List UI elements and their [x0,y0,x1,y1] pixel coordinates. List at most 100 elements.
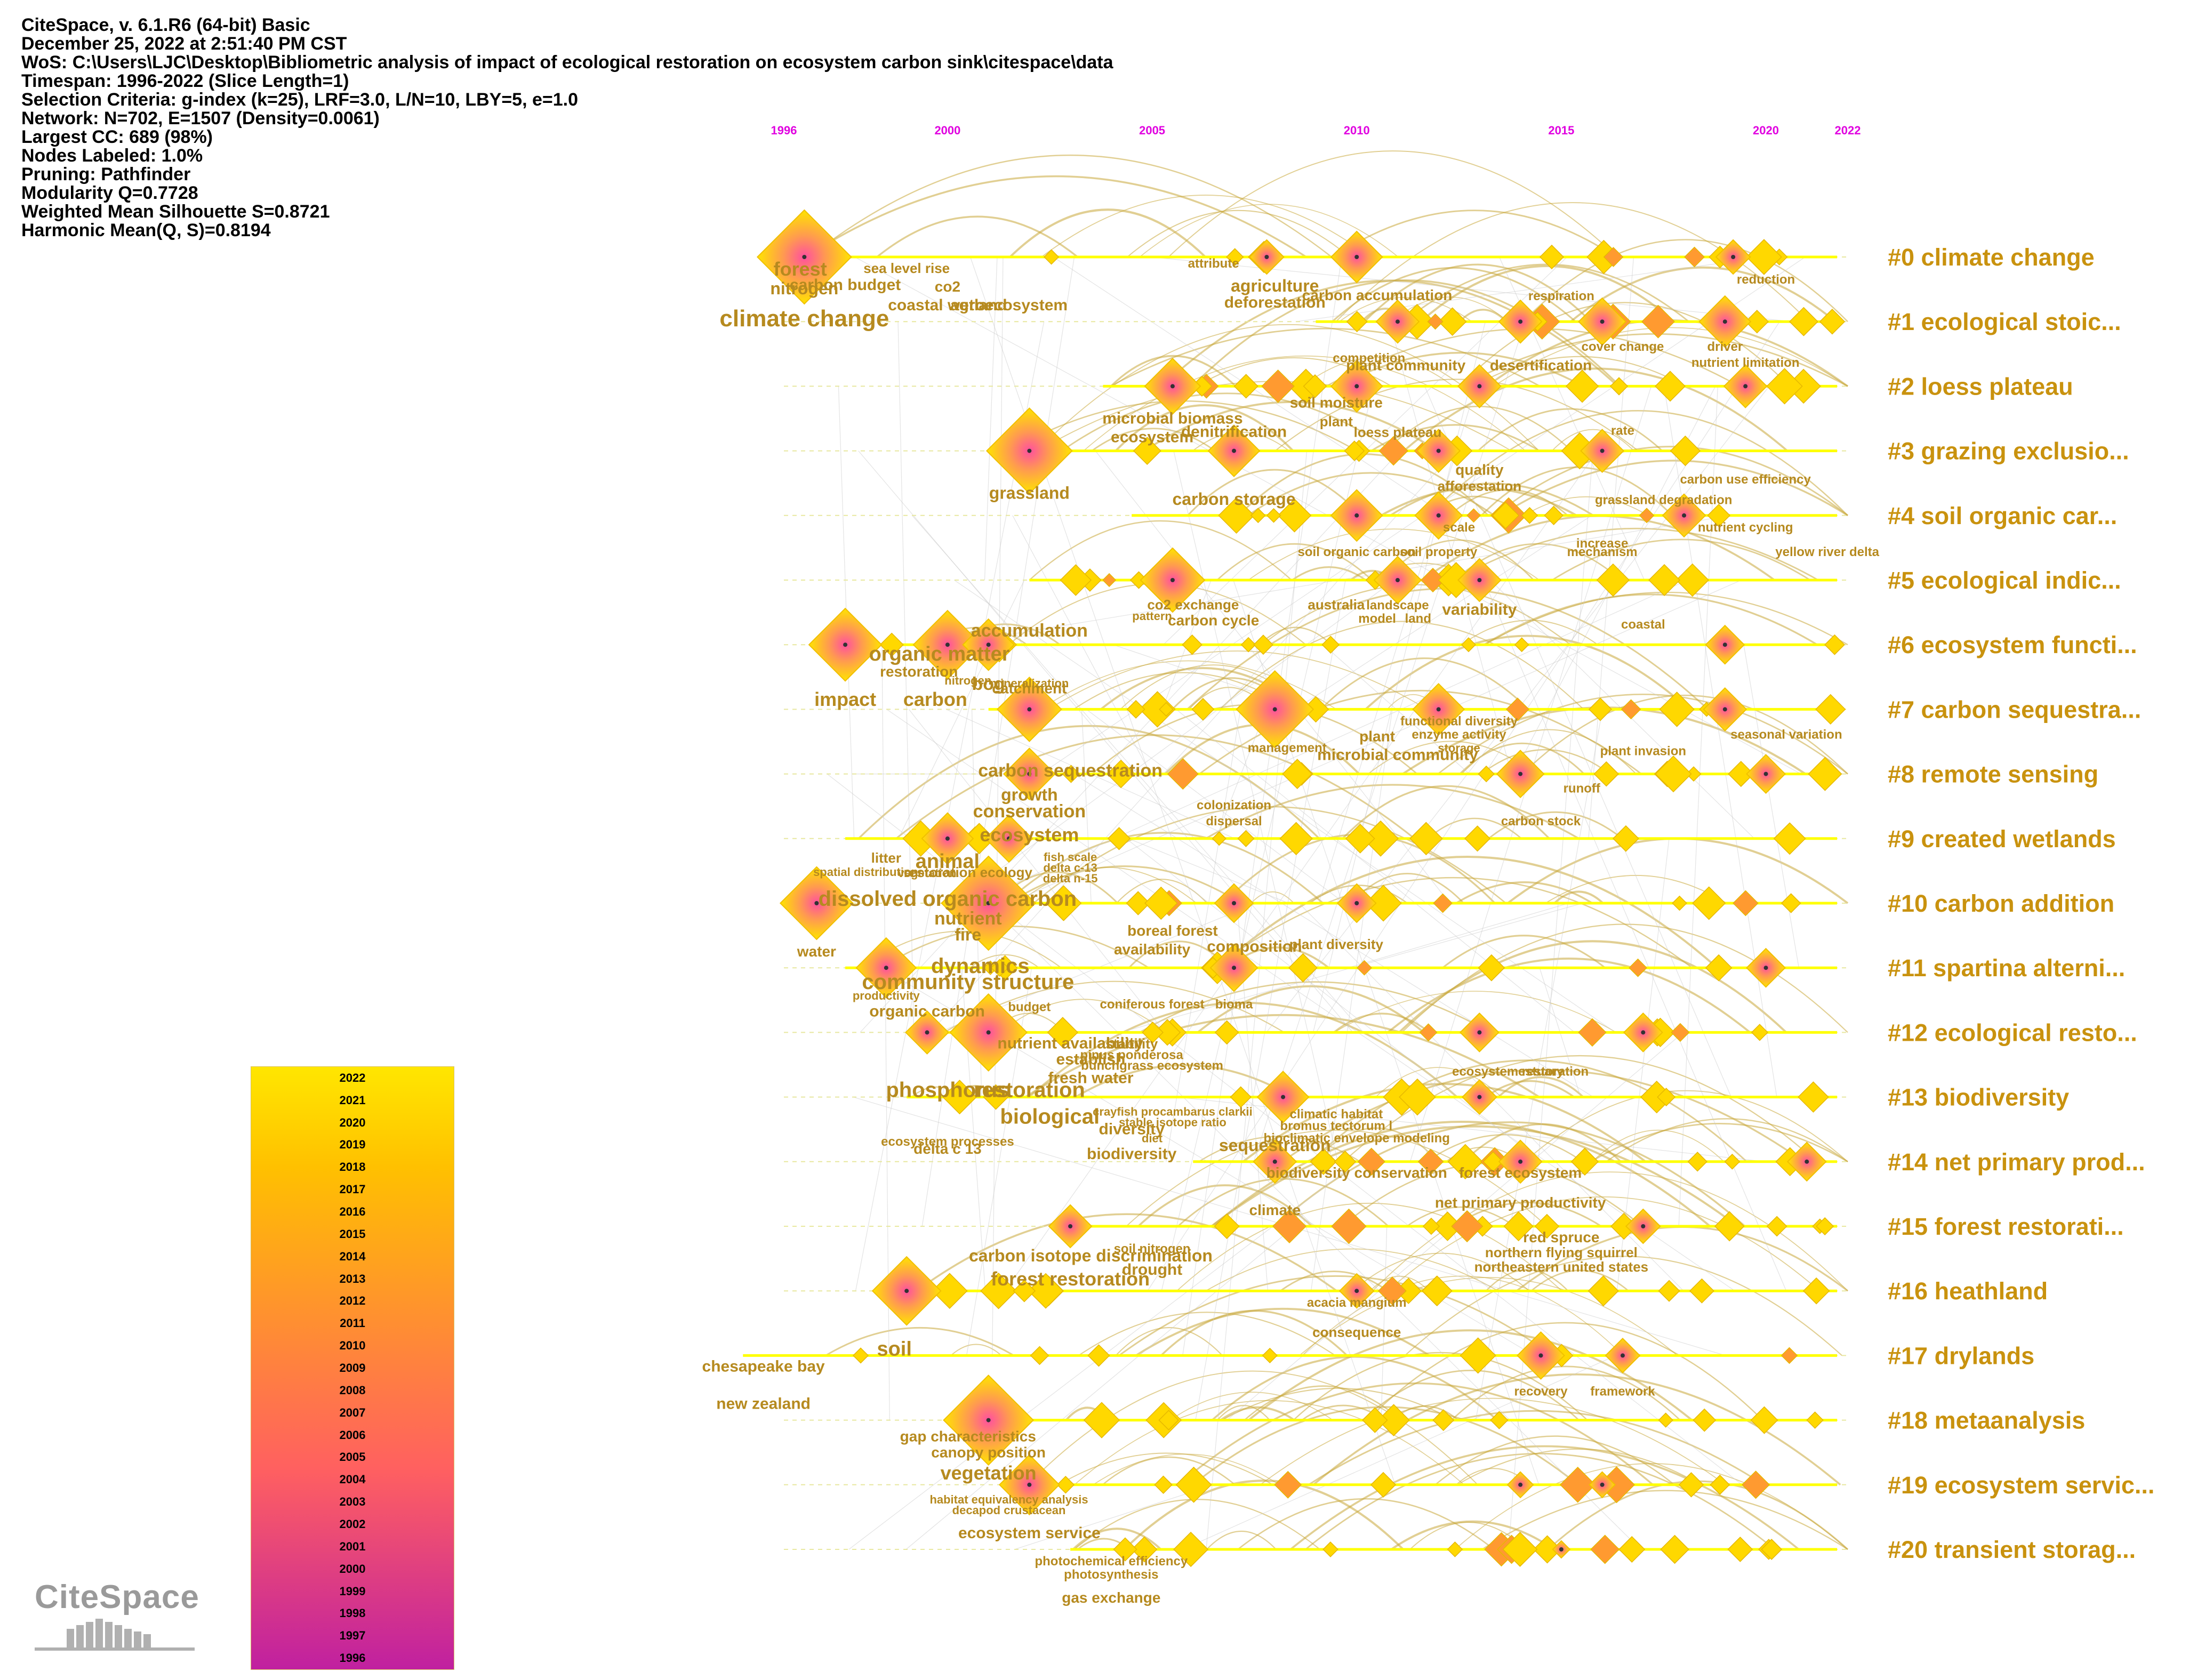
cluster-label[interactable]: #15 forest restorati... [1888,1213,2124,1240]
legend-year: 2011 [340,1316,365,1330]
inter-cluster-link [1128,838,1289,904]
hub-center-dot [1518,771,1523,776]
cluster-labels: #0 climate change #1 ecological stoic... #… [1888,244,2154,1563]
keyword-label: scale [1443,520,1475,535]
hub-center-dot [1600,448,1605,453]
cluster-label[interactable]: #1 ecological stoic... [1888,308,2121,335]
citation-arc [1260,1397,1726,1485]
keyword-node [1675,563,1710,597]
keyword-label: restoration [880,663,958,680]
cluster-label[interactable]: #18 metaanalysis [1888,1407,2085,1434]
citation-arc [1522,694,1848,775]
keyword-node [1191,697,1215,721]
hub-center-dot [945,836,950,841]
year-tick-label: 2020 [1753,124,1779,137]
cluster-label[interactable]: #12 ecological resto... [1888,1019,2137,1046]
keyword-node [1182,634,1202,655]
keyword-node [1789,307,1818,336]
cluster-label[interactable]: #3 grazing exclusio... [1888,438,2129,465]
cluster-label[interactable]: #19 ecosystem servic... [1888,1472,2154,1499]
hub-center-dot [1743,384,1748,389]
inter-cluster-link [1014,1484,1215,1550]
cluster-label[interactable]: #10 carbon addition [1888,890,2114,917]
keyword-node [1377,1276,1407,1306]
cluster-label[interactable]: #6 ecosystem functi... [1888,631,2137,658]
cluster-label[interactable]: #2 loess plateau [1888,373,2073,400]
cluster-label[interactable]: #0 climate change [1888,244,2095,271]
citation-arc [1553,890,1604,904]
cluster-label[interactable]: #16 heathland [1888,1277,2048,1305]
keyword-node [1417,1148,1444,1175]
keyword-label: ecosystem service [958,1524,1101,1542]
keyword-node [1237,830,1255,847]
keyword-node [1693,1408,1717,1432]
legend-year: 2004 [339,1473,366,1486]
cluster-label[interactable]: #5 ecological indic... [1888,567,2121,594]
keyword-node [1451,1210,1484,1243]
citation-arc [1216,543,1373,581]
hub-center-dot [1170,578,1175,582]
keyword-nodes [756,209,1846,1568]
hub-center-dot [986,901,991,905]
citation-arc [1274,1121,1746,1227]
citation-arc [1083,355,1526,452]
hub-center-dot [1436,513,1441,518]
hub-center-dot [1007,836,1012,841]
hub-center-dot [1722,642,1727,647]
cluster-label[interactable]: #14 net primary prod... [1888,1148,2145,1176]
keyword-node [1766,1216,1787,1237]
cluster-label[interactable]: #13 biodiversity [1888,1084,2069,1111]
hub-center-dot [1731,255,1736,259]
cluster-label[interactable]: #9 created wetlands [1888,825,2116,853]
cluster-label[interactable]: #4 soil organic car... [1888,502,2117,529]
keyword-label: organic carbon [869,1002,985,1020]
keyword-label: soil [877,1338,911,1360]
header-line: Largest CC: 689 (98%) [21,127,213,147]
hub-center-dot [1354,901,1359,905]
hub-center-dot [1354,255,1359,259]
inter-cluster-link [1743,645,1799,968]
cluster-label[interactable]: #20 transient storag... [1888,1536,2136,1563]
citation-arc [1480,749,1610,775]
keyword-node [1714,1211,1745,1242]
hub-center-dot [1027,1482,1032,1487]
citation-arc [1075,1064,1294,1098]
keyword-node [1419,1023,1438,1042]
keyword-label: estuary [1518,1065,1564,1079]
keyword-label: competition [1333,351,1405,365]
keyword-node [1365,885,1402,922]
inter-cluster-link [1073,774,1594,1098]
citation-arc [1369,1275,1430,1291]
cluster-label[interactable]: #17 drylands [1888,1342,2034,1369]
keyword-label: nutrient [934,909,1002,929]
inter-cluster-link [1176,709,1575,1033]
cluster-label[interactable]: #11 spartina alterni... [1888,954,2125,982]
citation-arc [1206,1531,1277,1550]
citation-arc [808,154,1332,258]
header-line: Network: N=702, E=1507 (Density=0.0061) [21,108,380,128]
citespace-logo: CiteSpace [29,1578,205,1658]
keyword-node [1492,502,1520,529]
keyword-node [1746,239,1782,275]
keyword-label: ecosystem restoration [1452,1065,1589,1079]
citation-arc [1000,999,1166,1033]
keyword-label: habitat equivalency analysis [929,1493,1088,1506]
keyword-label: climate [1249,1202,1301,1218]
cluster-label[interactable]: #8 remote sensing [1888,761,2098,788]
keyword-label: carbon accumulation [1302,287,1453,303]
keyword-node [963,823,995,855]
legend-year: 2022 [339,1071,366,1084]
citation-arc [1387,958,1751,1033]
citation-arc [1135,1308,1430,1357]
keyword-label: agriculture [1231,276,1319,295]
keyword-label: animal [916,850,980,873]
keyword-node [1603,247,1624,267]
keyword-label: consequence [1312,1324,1401,1340]
keyword-node [1505,697,1530,721]
citation-arc [1302,1275,1624,1356]
citation-arc [1144,401,1438,452]
cluster-label[interactable]: #7 carbon sequestra... [1888,696,2141,723]
keyword-label: northeastern united states [1474,1259,1649,1275]
keyword-label: ecosystem processes [881,1135,1014,1149]
